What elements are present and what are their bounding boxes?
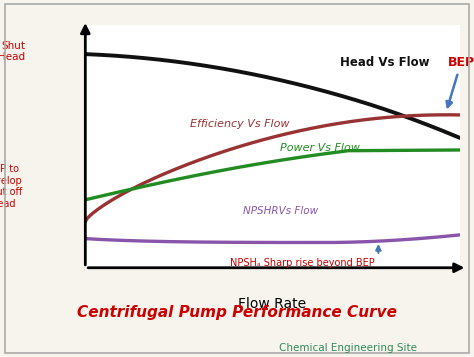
Text: Efficiency Vs Flow: Efficiency Vs Flow <box>190 119 290 129</box>
Text: Flow Rate: Flow Rate <box>238 297 307 311</box>
Text: BHP to
develop
Shut off
Head: BHP to develop Shut off Head <box>0 164 22 209</box>
Text: Shut
Off Head: Shut Off Head <box>0 41 26 62</box>
Text: Chemical Engineering Site: Chemical Engineering Site <box>279 343 417 353</box>
Text: BEP: BEP <box>447 56 474 107</box>
Text: Power Vs Flow: Power Vs Flow <box>280 143 360 153</box>
Text: Head Vs Flow: Head Vs Flow <box>340 56 429 69</box>
Text: NPSHRVs Flow: NPSHRVs Flow <box>243 206 318 216</box>
Text: NPSHₐ Sharp rise beyond BEP: NPSHₐ Sharp rise beyond BEP <box>230 258 374 268</box>
Text: Centrifugal Pump Performance Curve: Centrifugal Pump Performance Curve <box>77 305 397 320</box>
